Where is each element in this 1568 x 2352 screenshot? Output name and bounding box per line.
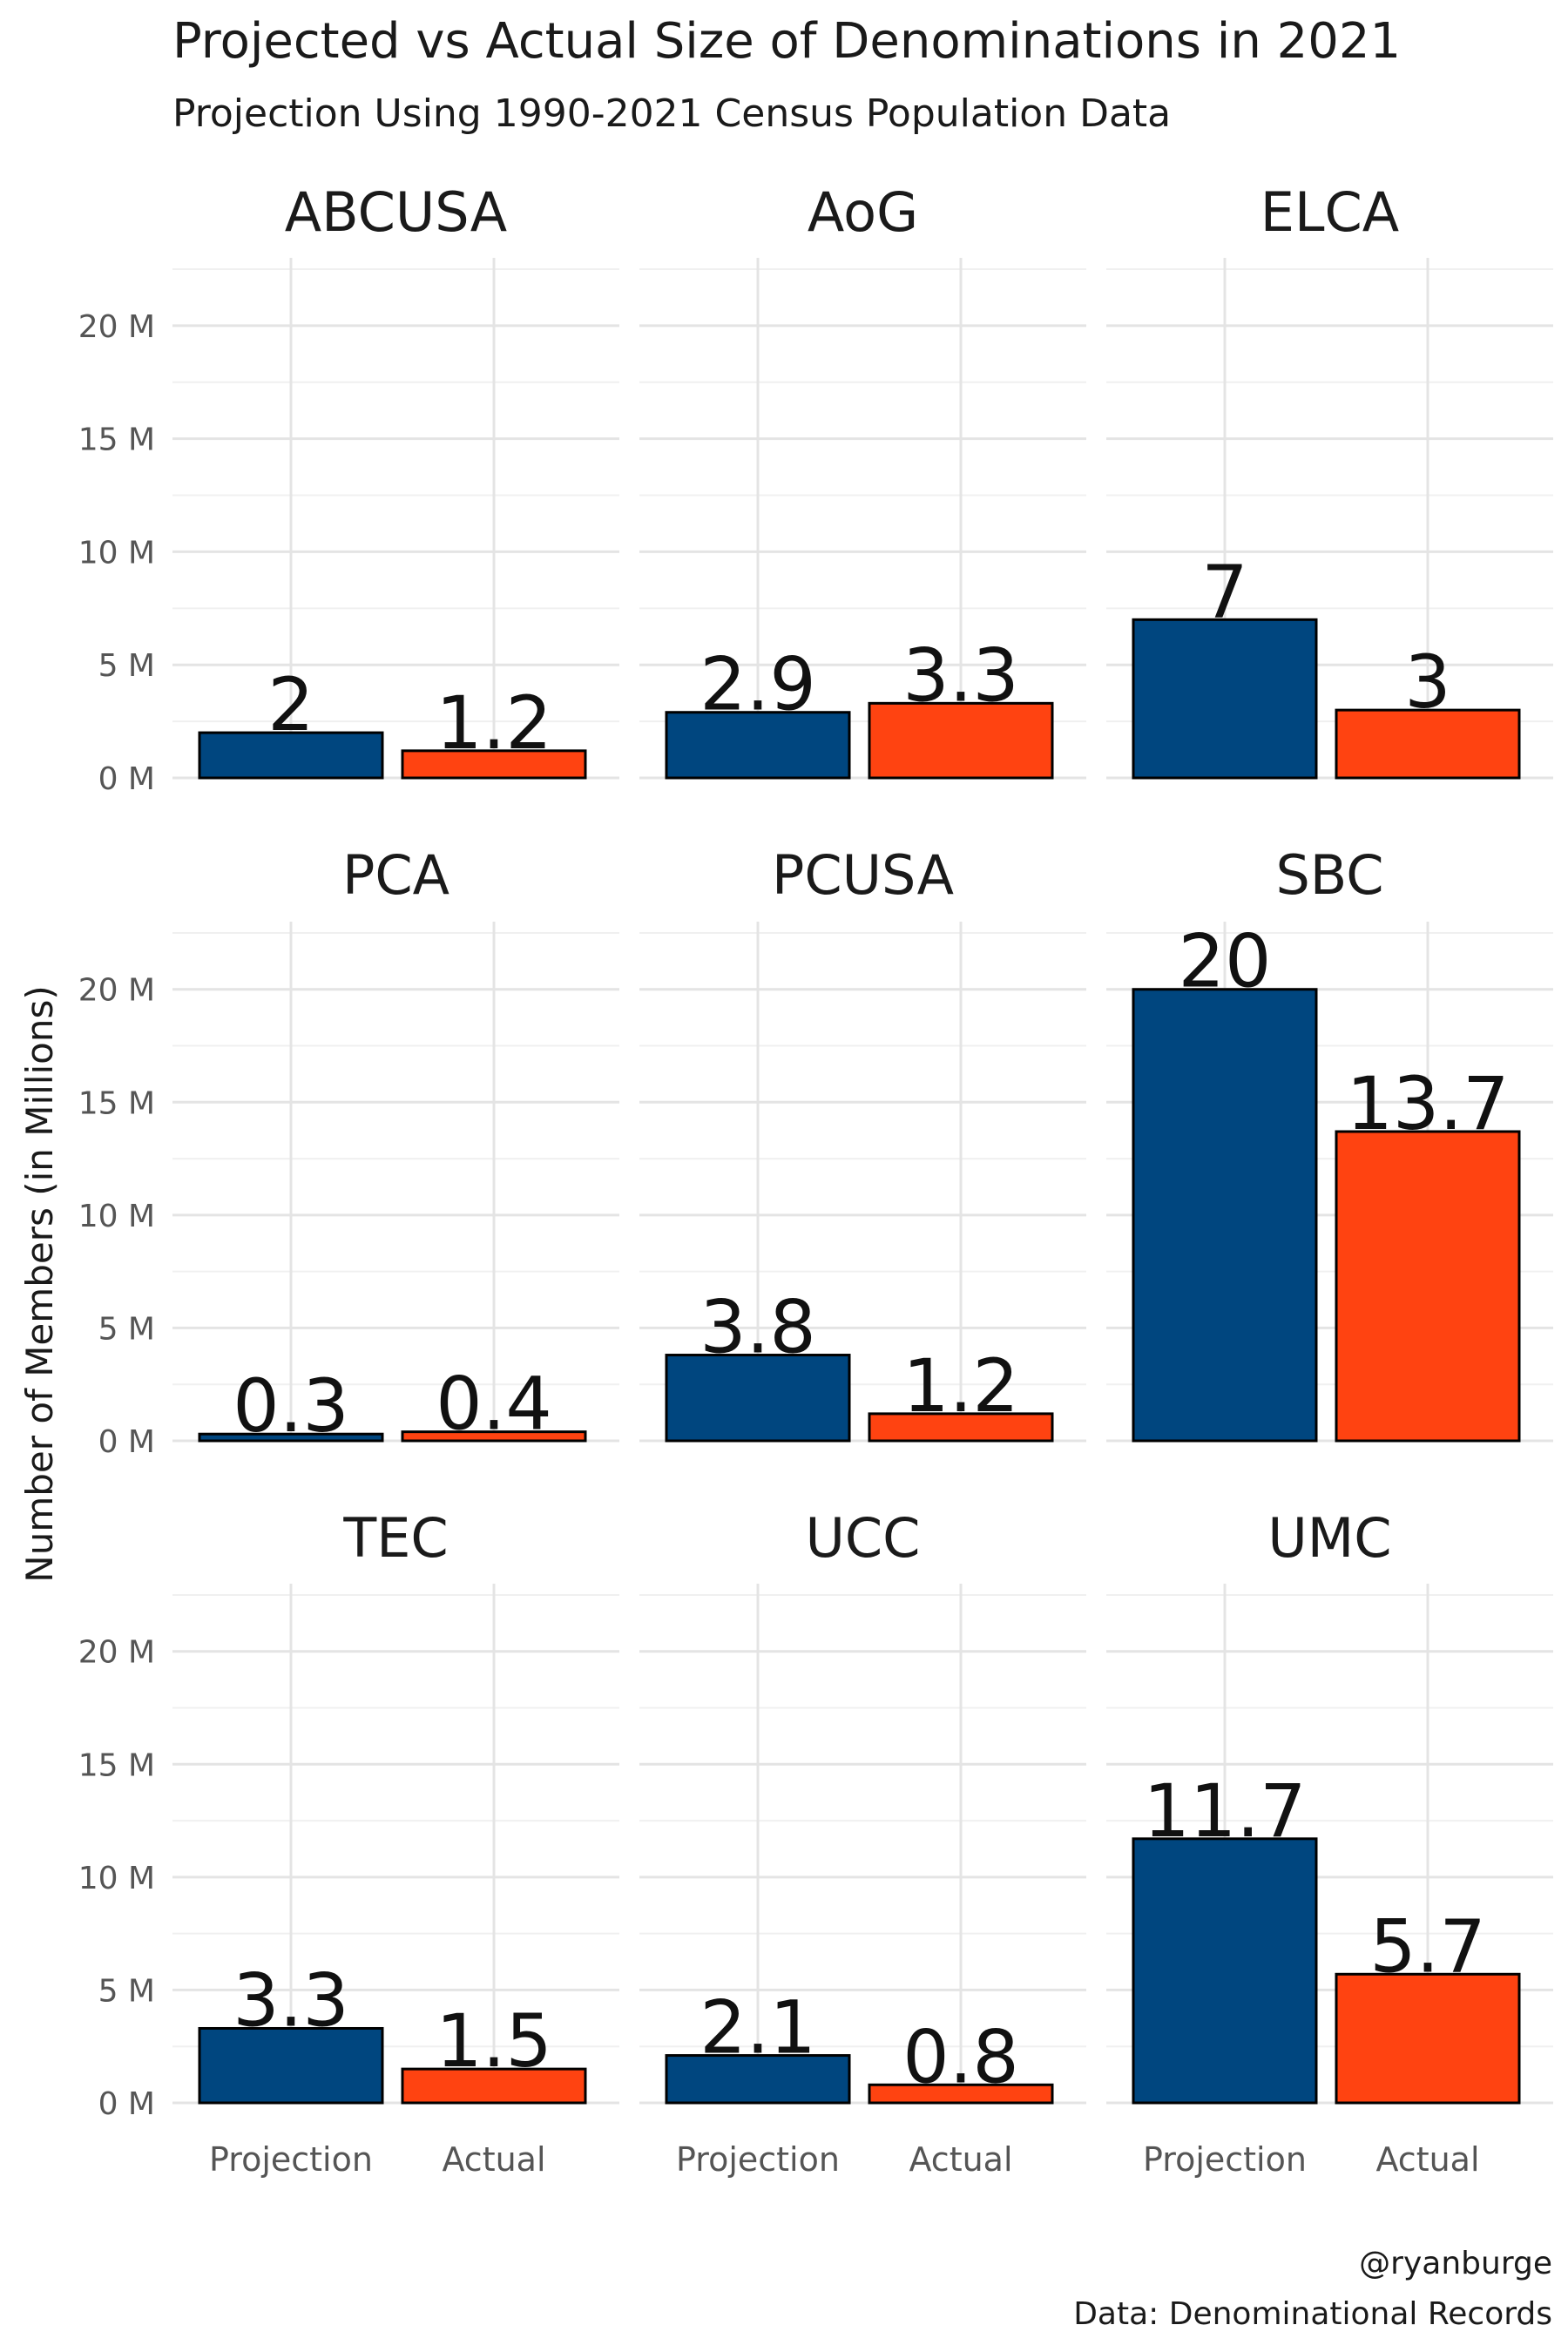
panel-pca: PCA 0 M 5 M 10 M 15 M 20 M 0.3 0.4 (78, 843, 619, 1460)
chart-subtitle: Projection Using 1990-2021 Census Popula… (172, 91, 1171, 136)
y-tick-label: 20 M (78, 1635, 155, 1671)
bar-value-label: 2.1 (700, 1985, 816, 2071)
y-tick-label: 5 M (98, 1973, 155, 2009)
y-tick-label: 0 M (98, 2086, 155, 2122)
x-tick-label: Actual (442, 2140, 545, 2179)
y-tick-label: 20 M (78, 309, 155, 345)
y-tick-label: 10 M (78, 1199, 155, 1234)
bar-projection (665, 2054, 851, 2105)
panel-pcusa: PCUSA 3.8 1.2 (639, 843, 1086, 1443)
bar-actual (1335, 708, 1521, 780)
bar-value-label: 1.2 (436, 680, 552, 766)
y-tick-label: 0 M (98, 1424, 155, 1460)
panel-abcusa: ABCUSA 0 M 5 M 10 M 15 M 20 M 2 1.2 (78, 180, 619, 797)
bar-value-label: 1.5 (436, 1998, 552, 2084)
bar-projection (198, 1432, 384, 1443)
y-tick-label: 5 M (98, 1311, 155, 1347)
bar-value-label: 0.8 (902, 2014, 1019, 2099)
bar-value-label: 2.9 (700, 642, 816, 727)
y-tick-label: 5 M (98, 648, 155, 684)
bar-actual (868, 1412, 1054, 1443)
y-tick-label: 10 M (78, 535, 155, 571)
chart-title: Projected vs Actual Size of Denomination… (172, 13, 1401, 70)
bar-projection (1132, 618, 1318, 780)
bar-value-label: 0.3 (233, 1363, 349, 1449)
bar-value-label: 1.2 (902, 1343, 1019, 1429)
facet-label: PCUSA (772, 843, 954, 907)
caption-handle: @ryanburge (1359, 2246, 1552, 2281)
bar-value-label: 3.3 (902, 632, 1019, 718)
bar-projection (665, 1354, 851, 1443)
y-tick-label: 10 M (78, 1861, 155, 1896)
bar-actual (868, 2083, 1054, 2105)
x-tick-label: Projection (209, 2140, 373, 2179)
y-tick-label: 15 M (78, 422, 155, 458)
bar-value-label: 2 (267, 662, 314, 747)
bar-value-label: 11.7 (1143, 1768, 1306, 1854)
bar-actual (401, 749, 587, 780)
x-tick-label: Projection (676, 2140, 840, 2179)
x-tick-label: Actual (909, 2140, 1012, 2179)
facet-label: SBC (1275, 843, 1383, 907)
caption-source: Data: Denominational Records (1073, 2296, 1552, 2332)
facet-label: PCA (342, 843, 449, 907)
bar-projection (1132, 1837, 1318, 2105)
facet-label: UCC (806, 1506, 921, 1570)
bar-actual (1335, 1130, 1521, 1443)
bar-value-label: 5.7 (1369, 1903, 1486, 1989)
panel-tec: TEC 0 M 5 M 10 M 15 M 20 M 3.3 1.5 Projection Act… (78, 1506, 619, 2179)
bar-value-label: 20 (1179, 919, 1272, 1004)
bar-value-label: 13.7 (1346, 1061, 1509, 1146)
bar-value-label: 3.3 (233, 1957, 349, 2043)
bar-projection (1132, 988, 1318, 1443)
x-tick-label: Projection (1143, 2140, 1307, 2179)
y-tick-label: 20 M (78, 973, 155, 1009)
panel-umc: UMC 11.7 5.7 Projection Actual (1106, 1506, 1553, 2179)
bar-projection (198, 2026, 384, 2105)
facet-panels: ABCUSA 0 M 5 M 10 M 15 M 20 M 2 1.2 AoG 2.9 3.3 ELC… (78, 180, 1553, 2179)
bar-value-label: 0.4 (436, 1362, 552, 1447)
bar-value-label: 3.8 (700, 1285, 816, 1370)
y-tick-label: 15 M (78, 1747, 155, 1783)
y-tick-label: 15 M (78, 1085, 155, 1121)
panel-elca: ELCA 7 3 (1106, 180, 1553, 780)
bar-projection (198, 731, 384, 780)
bar-actual (868, 701, 1054, 780)
x-tick-label: Actual (1375, 2140, 1479, 2179)
bar-value-label: 7 (1201, 549, 1247, 634)
bar-actual (401, 2067, 587, 2105)
panel-aog: AoG 2.9 3.3 (639, 180, 1086, 780)
facet-label: ABCUSA (285, 180, 507, 244)
panel-ucc: UCC 2.1 0.8 Projection Actual (639, 1506, 1086, 2179)
y-axis-title: Number of Members (in Millions) (18, 985, 61, 1582)
facet-label: AoG (808, 180, 918, 244)
facet-label: ELCA (1260, 180, 1399, 244)
facet-label: UMC (1267, 1506, 1391, 1570)
bar-value-label: 3 (1404, 639, 1450, 725)
bar-actual (1335, 1972, 1521, 2105)
y-tick-label: 0 M (98, 761, 155, 797)
facet-label: TEC (342, 1506, 448, 1570)
bar-actual (401, 1430, 587, 1443)
bar-projection (665, 711, 851, 780)
